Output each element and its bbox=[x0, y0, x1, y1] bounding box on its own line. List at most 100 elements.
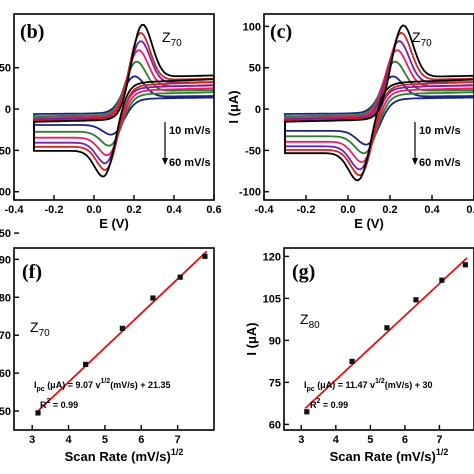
x-tick-label-g-1: 4 bbox=[333, 434, 340, 446]
scatter-panel-g: 3 4 5 6 7 60 75 90 105 120 Scan Rate (mV/s)1/2 I (μ… bbox=[244, 247, 474, 464]
panel-label-b: (b) bbox=[20, 21, 44, 43]
cv-curve-b-5 bbox=[33, 23, 214, 178]
fit-equation-f: Ipc (μA) = 9.07 v1/2(mV/s) + 21.35 bbox=[34, 378, 171, 393]
plot-frame-c bbox=[263, 13, 474, 201]
y-tick-label-c-0: 100 bbox=[243, 21, 261, 33]
scan-arrow-head-c bbox=[412, 158, 418, 165]
cv-curves-b bbox=[33, 23, 214, 178]
cv-curve-c-5 bbox=[284, 24, 474, 182]
cv-panel-b: -0.4 -0.2 0.0 0.2 0.4 0.6 50 0 50 00 50 E (V) (b) Z70… bbox=[0, 13, 222, 240]
y-tick-label-c-2: 0 bbox=[255, 104, 261, 116]
data-point-g-3 bbox=[413, 297, 419, 303]
annotation-top-b: 10 mV/s bbox=[169, 125, 211, 137]
cv-curve-c-0 bbox=[284, 75, 474, 146]
scan-arrow-head-b bbox=[162, 158, 168, 165]
x-tick-label-c-3: 0.2 bbox=[382, 204, 397, 216]
x-tick-label-c-0: -0.4 bbox=[255, 204, 275, 216]
y-tick-label-b-1: 0 bbox=[5, 104, 11, 116]
y-tick-label-g-4: 120 bbox=[263, 251, 281, 263]
panel-label-f: (f) bbox=[22, 261, 42, 283]
cv-panel-c: -0.4 -0.2 0.0 0.2 0.4 0.6 100 50 0 -50 -100 E (V) I … bbox=[226, 13, 474, 231]
x-tick-label-c-5: 0.6 bbox=[466, 204, 474, 216]
y-tick-label-b-4: 50 bbox=[0, 228, 11, 240]
cv-curve-b-4 bbox=[33, 32, 214, 171]
x-tick-label-b-5: 0.6 bbox=[206, 204, 221, 216]
fit-equation-g: Ipc (μA) = 11.47 v1/2(mV/s) + 30 bbox=[304, 378, 433, 393]
annotation-top-c: 10 mV/s bbox=[419, 125, 461, 137]
y-tick-label-c-4: -100 bbox=[239, 187, 261, 199]
fit-line-g bbox=[304, 257, 468, 410]
x-tick-label-f-4: 7 bbox=[175, 434, 181, 446]
x-tick-label-b-1: -0.2 bbox=[45, 204, 64, 216]
cv-curve-c-4 bbox=[284, 31, 474, 176]
data-point-g-0 bbox=[304, 409, 310, 415]
data-point-g-1 bbox=[349, 358, 355, 364]
x-tick-label-g-3: 6 bbox=[402, 434, 408, 446]
x-axis-label-g: Scan Rate (mV/s)1/2 bbox=[330, 447, 449, 464]
data-point-g-4 bbox=[439, 277, 445, 283]
annotation-bottom-c: 60 mV/s bbox=[419, 157, 461, 169]
y-tick-label-f-2: 70 bbox=[0, 330, 11, 342]
x-tick-label-f-3: 6 bbox=[138, 434, 144, 446]
y-tick-label-b-3: 00 bbox=[0, 187, 11, 199]
x-axis-label-f: Scan Rate (mV/s)1/2 bbox=[65, 447, 184, 464]
data-point-f-1 bbox=[83, 361, 89, 368]
y-tick-label-g-1: 75 bbox=[269, 377, 281, 389]
data-point-f-5 bbox=[202, 253, 208, 259]
x-axis-label-b: E (V) bbox=[99, 216, 129, 231]
x-axis-label-c: E (V) bbox=[354, 216, 384, 231]
x-tick-label-g-0: 3 bbox=[298, 434, 304, 446]
y-tick-label-b-2: 50 bbox=[0, 145, 11, 157]
y-tick-label-b-0: 50 bbox=[0, 63, 11, 75]
cv-curve-b-0 bbox=[33, 75, 214, 136]
data-point-f-4 bbox=[177, 274, 183, 280]
r-squared-f: R2 = 0.99 bbox=[40, 398, 78, 410]
panel-label-c: (c) bbox=[270, 21, 292, 43]
cv-curves-c bbox=[284, 24, 474, 182]
y-tick-label-f-0: 50 bbox=[0, 406, 11, 418]
data-point-g-2 bbox=[384, 325, 390, 331]
data-point-f-0 bbox=[35, 410, 41, 416]
y-tick-label-g-3: 105 bbox=[263, 293, 281, 305]
sample-label-b: Z70 bbox=[162, 29, 182, 49]
x-tick-label-c-1: -0.2 bbox=[297, 204, 316, 216]
x-tick-label-g-2: 5 bbox=[367, 434, 373, 446]
plot-frame-f bbox=[13, 247, 215, 431]
x-tick-label-b-2: 0.0 bbox=[86, 204, 101, 216]
x-tick-label-b-4: 0.4 bbox=[166, 204, 182, 216]
annotation-bottom-b: 60 mV/s bbox=[169, 157, 211, 169]
cv-curve-b-1 bbox=[33, 60, 214, 147]
sample-label-g: Z80 bbox=[300, 311, 320, 331]
plot-frame-g bbox=[283, 247, 474, 431]
r-squared-g: R2 = 0.99 bbox=[310, 398, 348, 410]
sample-label-f: Z70 bbox=[30, 319, 50, 339]
y-tick-label-c-3: -50 bbox=[245, 145, 261, 157]
cv-curve-b-3 bbox=[33, 40, 214, 165]
cv-curve-c-3 bbox=[284, 40, 474, 171]
y-tick-label-f-3: 80 bbox=[0, 292, 11, 304]
panel-label-g: (g) bbox=[292, 261, 315, 283]
y-tick-label-f-4: 90 bbox=[0, 254, 11, 266]
x-tick-label-f-1: 4 bbox=[65, 434, 72, 446]
cv-curve-c-2 bbox=[284, 49, 474, 163]
x-tick-label-b-0: -0.4 bbox=[5, 204, 25, 216]
sample-label-c: Z70 bbox=[412, 29, 432, 49]
scatter-panel-f: 3 4 5 6 7 50 60 70 80 90 Scan Rate (mV/s)1/2 (f) Z70… bbox=[0, 247, 215, 464]
x-tick-label-g-4: 7 bbox=[436, 434, 442, 446]
cv-curve-b-2 bbox=[33, 49, 214, 157]
y-tick-label-c-1: 50 bbox=[249, 63, 261, 75]
cv-curve-c-1 bbox=[284, 60, 474, 155]
data-point-g-5 bbox=[462, 262, 468, 268]
y-tick-label-f-1: 60 bbox=[0, 368, 11, 380]
y-tick-label-g-2: 90 bbox=[269, 335, 281, 347]
x-tick-label-c-4: 0.4 bbox=[424, 204, 440, 216]
x-tick-label-f-0: 3 bbox=[29, 434, 35, 446]
x-tick-label-b-3: 0.2 bbox=[126, 204, 141, 216]
y-axis-label-g: I (μA) bbox=[244, 322, 259, 355]
y-axis-label-c: I (μA) bbox=[226, 90, 241, 123]
data-point-f-3 bbox=[150, 295, 156, 301]
data-point-f-2 bbox=[119, 325, 125, 331]
x-tick-label-c-2: 0.0 bbox=[340, 204, 355, 216]
x-tick-label-f-2: 5 bbox=[102, 434, 108, 446]
